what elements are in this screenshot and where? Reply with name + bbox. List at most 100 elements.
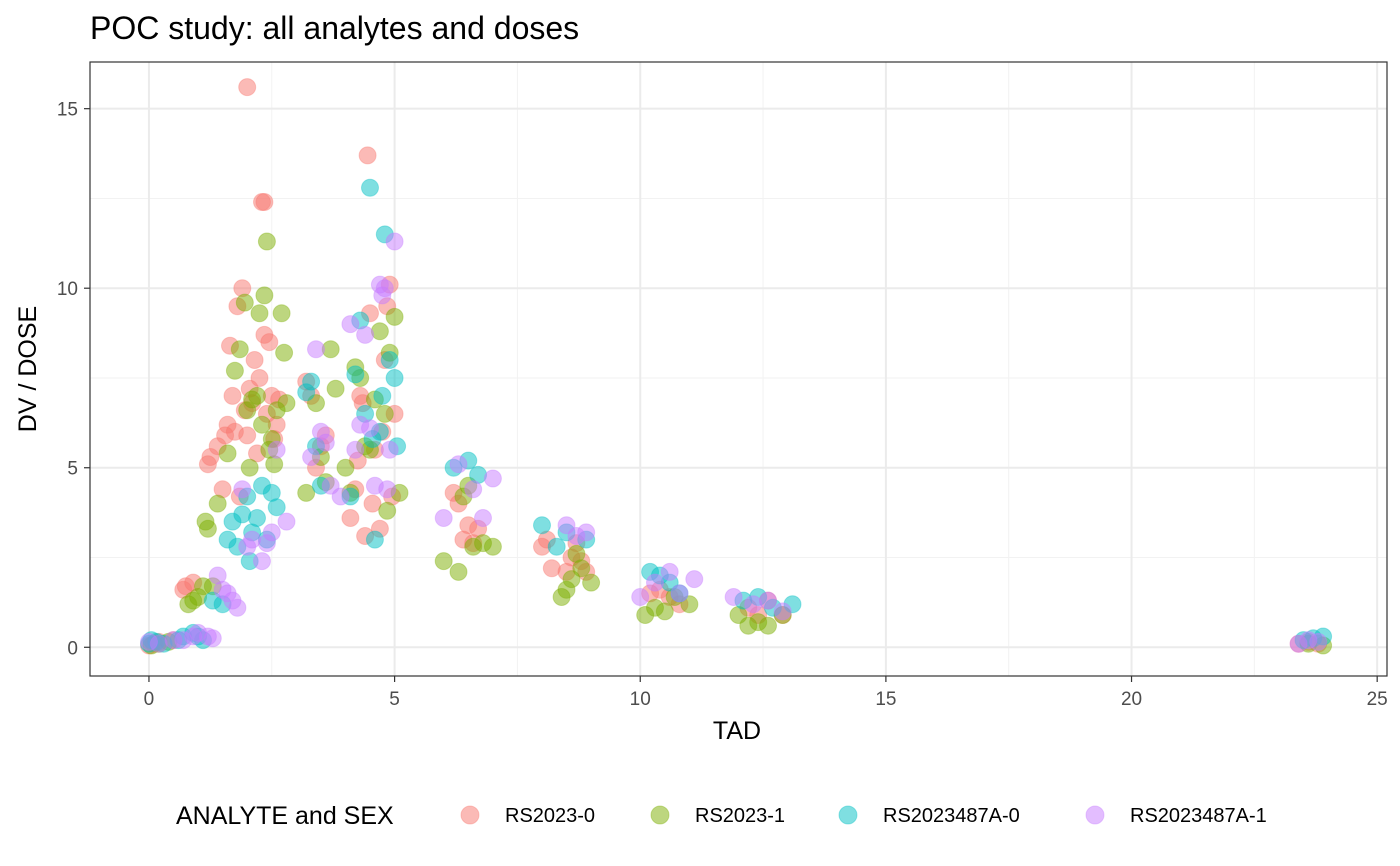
data-point <box>759 591 777 610</box>
data-point <box>203 629 222 648</box>
legend: ANALYTE and SEX RS2023-0 RS2023-1 RS202348… <box>176 802 1267 830</box>
x-axis-title: TAD <box>713 717 761 745</box>
y-tick-label: 0 <box>67 638 78 659</box>
data-point <box>341 509 360 527</box>
data-point <box>434 552 453 571</box>
legend-title: ANALYTE and SEX <box>176 802 394 830</box>
data-point <box>248 386 266 405</box>
data-point <box>228 598 247 617</box>
data-point <box>631 588 650 606</box>
x-tick-label: 0 <box>144 689 155 710</box>
data-point <box>250 304 269 323</box>
data-point <box>275 343 294 362</box>
data-point <box>363 494 382 513</box>
legend-label: RS2023-1 <box>695 805 785 827</box>
data-point <box>267 498 286 517</box>
data-point <box>253 415 271 434</box>
data-point <box>321 476 340 495</box>
legend-key <box>650 805 670 825</box>
data-point <box>685 570 704 589</box>
data-point <box>542 559 561 578</box>
data-point <box>198 519 217 538</box>
data-point <box>255 286 274 305</box>
data-point <box>434 509 453 527</box>
data-point <box>373 386 392 405</box>
legend-label: RS2023487A-1 <box>1130 805 1267 827</box>
y-tick-label: 15 <box>57 100 78 121</box>
data-point <box>316 433 335 452</box>
data-point <box>326 379 345 398</box>
data-point <box>302 372 321 391</box>
data-point <box>572 559 591 578</box>
legend-label: RS2023-0 <box>505 805 595 827</box>
data-point <box>245 351 264 369</box>
data-point <box>483 469 502 488</box>
y-tick-label: 10 <box>57 279 78 300</box>
data-point <box>230 340 249 359</box>
data-point <box>336 458 355 477</box>
data-point <box>253 552 271 571</box>
data-point <box>243 530 262 549</box>
data-point <box>331 487 350 506</box>
data-point <box>670 584 689 603</box>
chart-title: POC study: all analytes and doses <box>90 10 579 46</box>
data-point <box>233 480 252 499</box>
data-point <box>533 516 551 535</box>
data-point <box>380 440 399 459</box>
data-point <box>240 458 259 477</box>
data-point <box>483 537 502 556</box>
data-point <box>248 509 266 527</box>
data-point <box>218 444 237 463</box>
data-point <box>267 440 286 459</box>
legend-item: RS2023487A-0 <box>838 805 1020 827</box>
x-tick-label: 15 <box>875 689 896 710</box>
data-point <box>385 307 404 326</box>
data-point <box>356 325 375 344</box>
data-point <box>223 386 242 405</box>
data-point <box>297 483 316 502</box>
data-point <box>365 530 384 549</box>
data-point <box>307 394 325 413</box>
data-point <box>238 78 257 97</box>
data-points <box>140 78 1333 655</box>
data-point <box>464 480 483 499</box>
data-point <box>385 232 404 251</box>
data-point <box>235 293 254 312</box>
data-point <box>250 369 269 387</box>
data-point <box>272 304 291 323</box>
data-point <box>375 279 394 298</box>
y-tick-label: 5 <box>67 459 78 480</box>
x-tick-label: 5 <box>389 689 400 710</box>
data-point <box>346 365 365 384</box>
data-point <box>302 448 321 466</box>
plot-panel-border <box>89 61 1388 677</box>
data-point <box>646 573 664 592</box>
data-point <box>307 340 325 359</box>
legend-item: RS2023-1 <box>650 805 785 827</box>
data-point <box>361 419 379 438</box>
data-point <box>277 512 296 531</box>
data-point <box>358 146 377 165</box>
data-point <box>680 595 699 614</box>
legend-item: RS2023-0 <box>460 805 595 827</box>
data-point <box>375 404 394 423</box>
data-point <box>547 537 566 556</box>
grid-lines <box>90 62 1387 676</box>
legend-item: RS2023487A-1 <box>1085 805 1267 827</box>
data-point <box>449 455 468 474</box>
data-point <box>577 523 596 542</box>
data-point <box>233 505 252 524</box>
legend-label: RS2023487A-0 <box>883 805 1020 827</box>
x-tick-label: 10 <box>630 689 651 710</box>
data-point <box>277 394 296 413</box>
legend-items: RS2023-0 RS2023-1 RS2023487A-0 RS2023487A-1 <box>460 805 1267 827</box>
data-point <box>724 588 743 606</box>
data-point <box>380 351 399 369</box>
data-point <box>744 595 763 614</box>
data-point <box>582 573 601 592</box>
legend-key <box>1085 805 1105 825</box>
axis-ticks: 0 5 10 15 20 25 0 5 10 15 <box>57 100 1388 710</box>
legend-key <box>838 805 858 825</box>
data-point <box>449 562 468 581</box>
